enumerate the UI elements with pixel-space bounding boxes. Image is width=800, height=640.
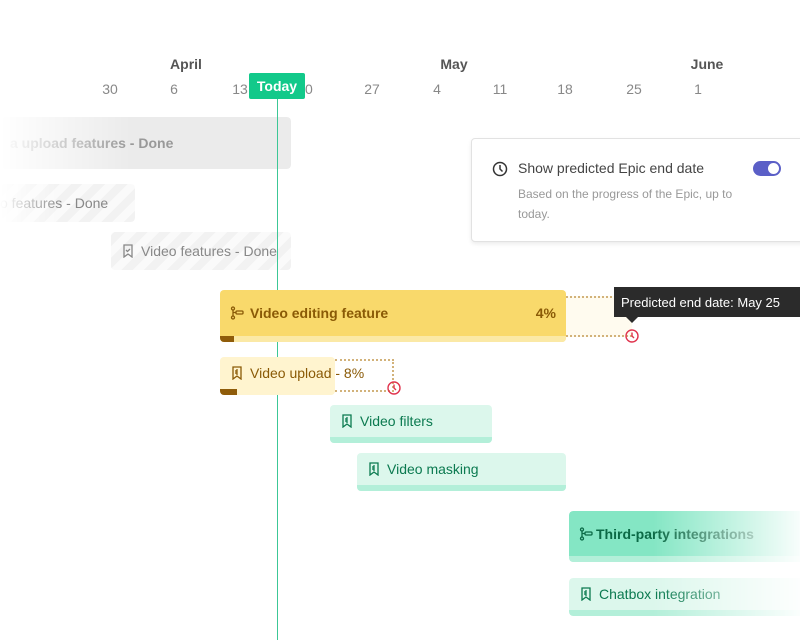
epic-bar-video-editing[interactable]: Video editing feature 4% bbox=[220, 290, 566, 342]
progress-fill bbox=[220, 389, 237, 395]
story-bar-audio[interactable]: o features - Done bbox=[0, 184, 135, 222]
bookmark-check-icon bbox=[123, 244, 133, 258]
predicted-end-tooltip: Predicted end date: May 25 bbox=[614, 287, 800, 323]
bar-label: o features - Done bbox=[0, 195, 109, 211]
bar-label: Video features - Done bbox=[141, 243, 277, 259]
month-june: June bbox=[690, 56, 724, 72]
today-marker: Today bbox=[249, 73, 305, 99]
epic-bar-media-upload[interactable]: a upload features - Done bbox=[0, 117, 291, 169]
bar-band bbox=[330, 437, 492, 443]
bar-band bbox=[569, 610, 800, 616]
bar-label: Chatbox integration bbox=[599, 586, 721, 602]
epic-icon bbox=[230, 306, 244, 320]
story-icon bbox=[581, 587, 591, 601]
tick: 27 bbox=[364, 81, 380, 97]
bar-label: Third-party integrations bbox=[596, 525, 754, 542]
progress-fill bbox=[220, 336, 234, 342]
bar-band bbox=[569, 556, 800, 562]
panel-subtitle: Based on the progress of the Epic, up to… bbox=[518, 187, 733, 221]
tick: 4 bbox=[433, 81, 441, 97]
month-may: May bbox=[440, 56, 468, 72]
bar-label: a upload features - Done bbox=[10, 135, 174, 151]
story-icon bbox=[232, 366, 242, 380]
predicted-clock-icon[interactable] bbox=[625, 329, 639, 343]
bar-label: Video filters bbox=[360, 413, 433, 429]
predicted-date-toggle[interactable] bbox=[753, 161, 781, 176]
predicted-extension bbox=[335, 359, 394, 392]
bar-label: Video editing feature bbox=[250, 305, 389, 321]
story-bar-video-filters[interactable]: Video filters bbox=[330, 405, 492, 443]
story-icon bbox=[369, 462, 379, 476]
panel-title: Show predicted Epic end date bbox=[518, 160, 705, 176]
tick: 6 bbox=[170, 81, 178, 97]
tick: 11 bbox=[492, 81, 508, 97]
tick: 1 bbox=[694, 81, 702, 97]
progress-percent: 4% bbox=[535, 305, 556, 321]
story-bar-video-features[interactable]: Video features - Done bbox=[111, 232, 291, 270]
story-bar-video-masking[interactable]: Video masking bbox=[357, 453, 566, 491]
bar-band bbox=[357, 485, 566, 491]
epic-icon bbox=[579, 526, 593, 541]
predicted-clock-icon[interactable] bbox=[387, 381, 401, 395]
epic-bar-third-party[interactable]: Third-party integrations bbox=[569, 511, 800, 562]
tick: 13 bbox=[232, 81, 248, 97]
tick: 30 bbox=[102, 81, 118, 97]
bar-label: Video masking bbox=[387, 461, 479, 477]
story-bar-chatbox[interactable]: Chatbox integration bbox=[569, 578, 800, 616]
progress-track bbox=[220, 336, 566, 342]
story-bar-video-upload[interactable]: Video upload - 8% bbox=[220, 357, 364, 395]
month-april: April bbox=[170, 56, 202, 72]
story-icon bbox=[342, 414, 352, 428]
clock-icon bbox=[492, 161, 508, 177]
tick: 18 bbox=[557, 81, 573, 97]
bar-label: Video upload - 8% bbox=[250, 365, 365, 381]
tick: 25 bbox=[626, 81, 642, 97]
predicted-end-date-panel: Show predicted Epic end date Based on th… bbox=[471, 138, 800, 242]
